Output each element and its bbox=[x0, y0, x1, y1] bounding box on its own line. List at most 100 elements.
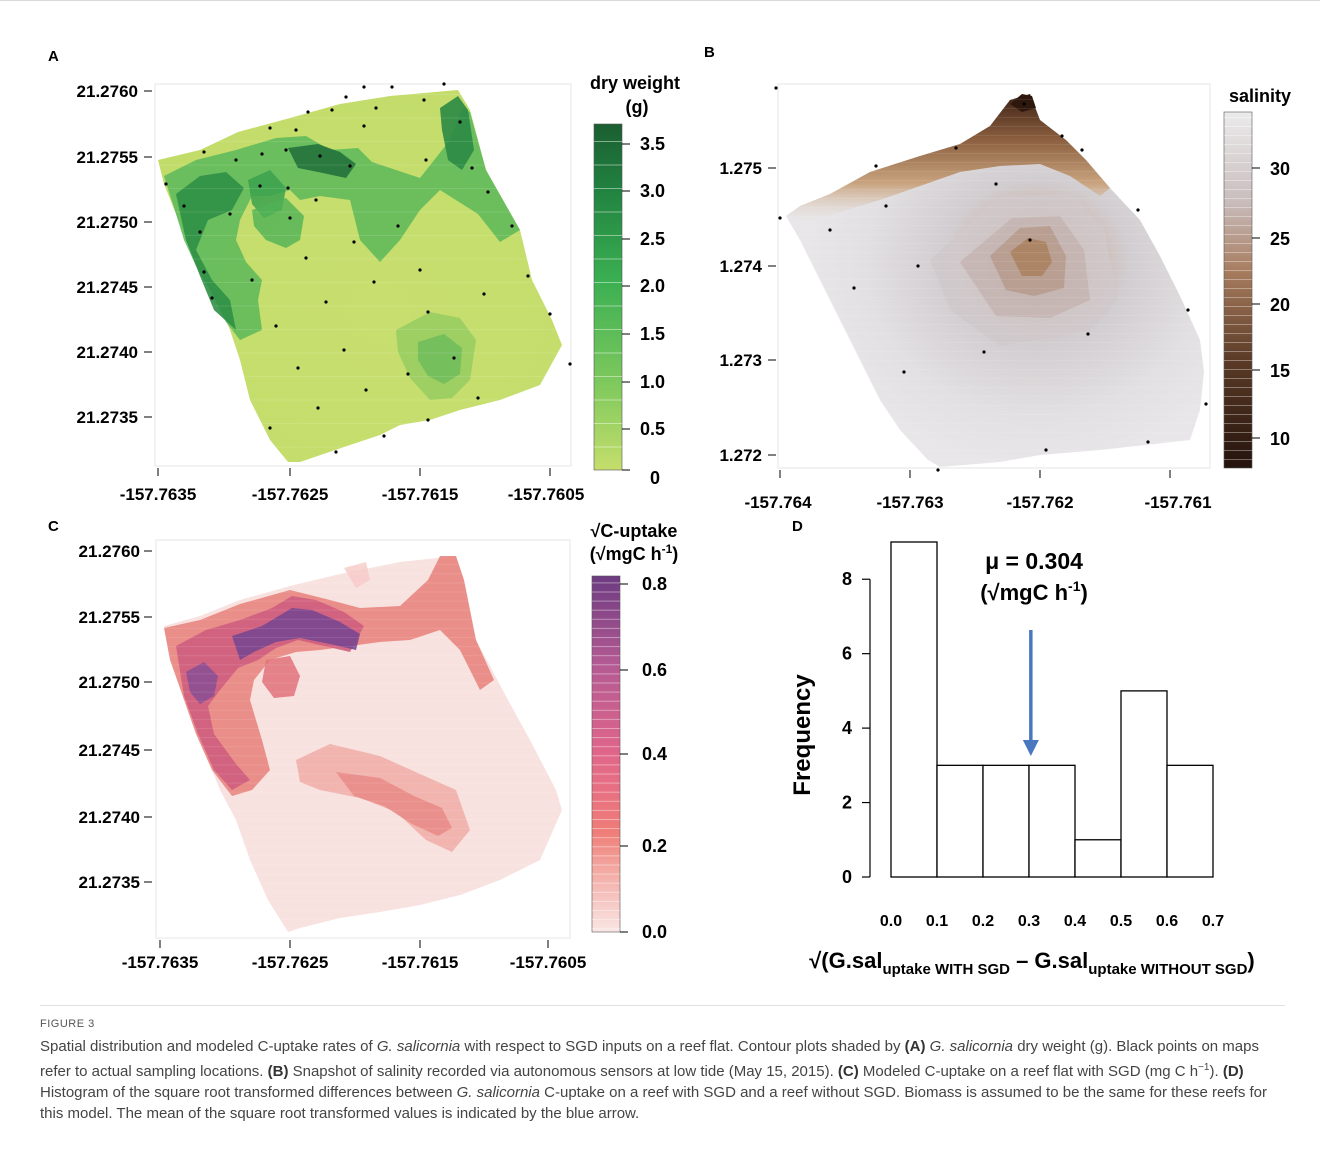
histogram-bar bbox=[1120, 690, 1168, 878]
panel-c-axis-ticks bbox=[144, 550, 549, 948]
panel-b-contour-bands bbox=[778, 84, 1210, 468]
panel-b-map: 1.275 1.274 1.273 1.272 -157.764 -157.76… bbox=[719, 83, 1291, 512]
histogram-x-tick-label: 0.2 bbox=[972, 913, 994, 930]
histogram-y-tick-label: 2 bbox=[842, 793, 852, 813]
panel-a-x-tick: -157.7615 bbox=[382, 485, 459, 504]
histogram-y-tick-label: 6 bbox=[842, 644, 852, 664]
histogram-bar bbox=[890, 541, 938, 878]
panel-c-x-tick: -157.7615 bbox=[382, 953, 459, 972]
panel-b-legend-title: salinity bbox=[1229, 86, 1291, 106]
panel-b-legend-tick: 25 bbox=[1270, 229, 1290, 249]
panel-a-legend-title: dry weight bbox=[590, 73, 680, 93]
histogram-mean-label: μ = 0.304 bbox=[985, 548, 1083, 574]
histogram-x-axis: 0.0 0.1 0.2 0.3 0.4 0.5 0.6 0.7 bbox=[880, 913, 1224, 930]
panel-b-x-tick: -157.764 bbox=[744, 493, 812, 512]
histogram-x-tick-label: 0.0 bbox=[880, 913, 902, 930]
panel-c-legend-unit: (√mgC h-1) bbox=[590, 542, 679, 564]
panel-a-y-tick: 21.2735 bbox=[77, 408, 138, 427]
panel-c-letter: C bbox=[48, 518, 59, 535]
panel-c-legend-tick: 0.4 bbox=[642, 744, 667, 764]
caption-divider bbox=[40, 1005, 1285, 1006]
panel-a-colorbar-ticks bbox=[622, 143, 630, 471]
histogram-bars bbox=[890, 541, 1214, 878]
panel-c-y-tick: 21.2750 bbox=[79, 673, 140, 692]
panel-a-y-tick: 21.2740 bbox=[77, 343, 138, 362]
panel-a-y-tick: 21.2760 bbox=[77, 82, 138, 101]
panel-d-histogram: 0 2 4 6 8 0.0 0.1 0.2 0.3 0.4 0.5 0.6 0.7 Frequency… bbox=[789, 541, 1255, 978]
panel-a-legend-unit: (g) bbox=[626, 97, 649, 117]
panel-a-y-tick: 21.2745 bbox=[77, 278, 138, 297]
figure-canvas: 21.2760 21.2755 21.2750 21.2745 2 1.274 0 … bbox=[77, 73, 1291, 978]
panel-c-legend-tick: 0.6 bbox=[642, 660, 667, 680]
figure-caption: FIGURE 3 Spatial distribution and modele… bbox=[40, 1018, 1285, 1124]
panel-c-y-tick: 21.2740 bbox=[79, 808, 140, 827]
panel-a-letter: A bbox=[48, 48, 59, 65]
panel-c-map: 21.2760 21.2755 21.2750 21.2745 21.2740 … bbox=[79, 521, 679, 972]
panel-c-y-tick: 21.2735 bbox=[79, 873, 140, 892]
histogram-mean-unit: (√mgC h-1) bbox=[980, 578, 1088, 605]
panel-c-legend-tick: 0.2 bbox=[642, 836, 667, 856]
histogram-x-tick-label: 0.6 bbox=[1156, 913, 1178, 930]
panel-c-legend-tick: 0.8 bbox=[642, 574, 667, 594]
panel-a-legend-tick: 1.0 bbox=[640, 372, 665, 392]
caption-label: FIGURE 3 bbox=[40, 1018, 95, 1030]
panel-b-legend-tick: 10 bbox=[1270, 429, 1290, 449]
panel-a-y-tick: 21.2755 bbox=[77, 148, 138, 167]
panel-a-contour-bands bbox=[155, 84, 571, 466]
panel-c-x-tick: -157.7625 bbox=[252, 953, 329, 972]
mean-arrow bbox=[1022, 630, 1039, 756]
histogram-y-tick-label: 8 bbox=[842, 569, 852, 589]
panel-c-colorbar-bands bbox=[592, 576, 620, 932]
panel-a-legend-tick: 0.5 bbox=[640, 419, 665, 439]
panel-c-colorbar-ticks bbox=[620, 583, 628, 933]
panel-a-y-axis bbox=[144, 90, 551, 476]
panel-c-y-tick: 21.2755 bbox=[79, 608, 140, 627]
histogram-bar bbox=[982, 764, 1030, 878]
panel-c-legend-title: √C-uptake bbox=[591, 521, 678, 541]
panel-a-x-tick: -157.7605 bbox=[508, 485, 585, 504]
panel-b-axis-ticks bbox=[768, 167, 1171, 478]
panel-b-x-tick: -157.763 bbox=[876, 493, 943, 512]
panel-c-y-tick: 21.2745 bbox=[79, 741, 140, 760]
panel-c-legend-tick: 0.0 bbox=[642, 922, 667, 942]
histogram-x-tick-label: 0.7 bbox=[1202, 913, 1224, 930]
histogram-bar bbox=[1028, 764, 1076, 878]
top-divider bbox=[0, 0, 1320, 1]
panel-c-x-tick: -157.7635 bbox=[122, 953, 199, 972]
panel-b-legend-tick: 30 bbox=[1270, 159, 1290, 179]
histogram-y-axis: 0 2 4 6 8 bbox=[842, 569, 871, 887]
histogram-y-label: Frequency bbox=[789, 674, 816, 796]
histogram-y-tick-label: 0 bbox=[842, 867, 852, 887]
panel-a-legend-tick: 2.5 bbox=[640, 229, 665, 249]
panel-b-legend-tick: 15 bbox=[1270, 361, 1290, 381]
panel-a-map: 21.2760 21.2755 21.2750 21.2745 21.2740 … bbox=[77, 73, 680, 504]
panel-b-y-tick: 1.272 bbox=[719, 446, 762, 465]
panel-a-x-tick: -157.7635 bbox=[120, 485, 197, 504]
panel-b-x-tick: -157.761 bbox=[1144, 493, 1211, 512]
panel-a-legend-tick: 1.5 bbox=[640, 324, 665, 344]
panel-b-y-tick: 1.275 bbox=[719, 159, 762, 178]
histogram-bar bbox=[936, 764, 984, 878]
panel-a-legend-tick: 0 bbox=[650, 468, 660, 488]
histogram-x-label: √(G.saluptake WITH SGD – G.saluptake WIT… bbox=[809, 948, 1255, 978]
panel-b-sample-points bbox=[774, 86, 1208, 472]
panel-a-y-tick: 21.2750 bbox=[77, 213, 138, 232]
panel-b-colorbar-bands bbox=[1224, 112, 1252, 468]
panel-b-x-tick: -157.762 bbox=[1006, 493, 1073, 512]
panel-b-letter: B bbox=[704, 44, 715, 61]
histogram-y-tick-label: 4 bbox=[842, 718, 852, 738]
histogram-x-tick-label: 0.5 bbox=[1110, 913, 1132, 930]
panel-c-x-tick: -157.7605 bbox=[510, 953, 587, 972]
panel-a-legend-tick: 3.0 bbox=[640, 181, 665, 201]
panel-b-y-tick: 1.273 bbox=[719, 351, 762, 370]
panel-a-legend-tick: 3.5 bbox=[640, 134, 665, 154]
panel-a-sample-points bbox=[164, 82, 572, 454]
histogram-x-tick-label: 0.3 bbox=[1018, 913, 1040, 930]
panel-b-colorbar-ticks bbox=[1252, 167, 1260, 439]
panel-b-y-tick: 1.274 bbox=[719, 257, 762, 276]
panel-a-legend-tick: 2.0 bbox=[640, 276, 665, 296]
panel-d-letter: D bbox=[792, 518, 803, 535]
histogram-bar bbox=[1166, 764, 1214, 878]
panel-a-colorbar-bands bbox=[594, 124, 622, 470]
caption-text: Spatial distribution and modeled C-uptak… bbox=[40, 1038, 1267, 1122]
